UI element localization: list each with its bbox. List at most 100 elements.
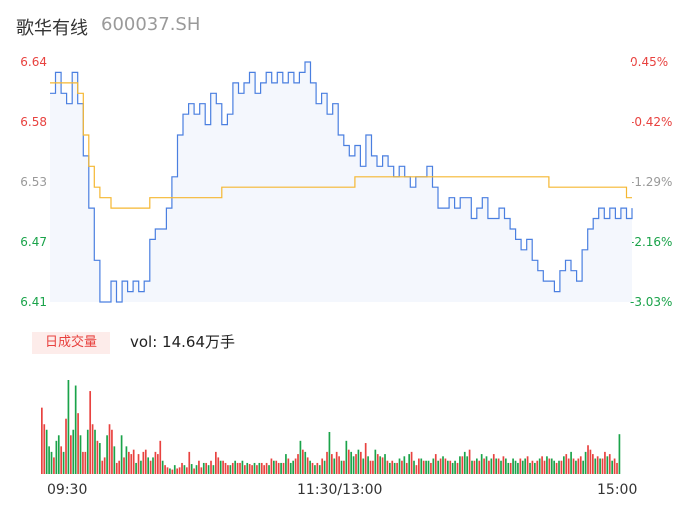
volume-bar [326,451,328,474]
volume-bar [347,449,350,474]
volume-bar [304,451,307,474]
volume-bar [280,462,282,474]
volume-bar [616,462,618,474]
volume-bar [444,458,447,474]
volume-summary: vol: 14.64万手 [130,333,235,351]
volume-bar [314,465,316,474]
volume-bar [507,462,510,474]
volume-bar [567,458,570,474]
volume-bar [79,435,82,474]
volume-bar [224,462,227,474]
volume-bar [420,458,423,474]
volume-bar [572,458,575,474]
volume-bar [166,467,169,474]
volume-bar [123,457,125,474]
volume-bar [169,468,171,474]
volume-bar [434,454,437,474]
volume-bar [186,467,188,474]
volume-bar [546,456,548,474]
volume-bar [77,413,79,474]
volume-bar [282,462,285,474]
volume-bar [538,458,541,474]
volume-bar [437,460,440,474]
volume-bar [601,458,604,474]
pct-label-4: -3.03% [630,295,673,309]
volume-bar [432,458,435,474]
volume-bar [350,451,353,474]
volume-period-tab[interactable]: 日成交量 [32,332,110,354]
volume-bar [94,429,96,474]
volume-bar [234,460,237,474]
volume-bar [509,462,512,474]
volume-bar [263,465,266,474]
volume-bar [302,449,304,474]
price-label-0: 6.64 [20,55,47,69]
volume-bar [505,458,507,474]
volume-bar [343,460,345,474]
volume-bar [130,454,133,474]
volume-bar [459,456,461,474]
volume-bar [190,464,193,474]
volume-bar [268,465,270,474]
volume-bar [415,465,418,474]
volume-bar [405,462,408,474]
volume-bar [195,465,198,474]
volume-bar [260,462,263,474]
volume-bar [553,460,556,474]
volume-bar [137,454,140,474]
volume-bar [219,460,222,474]
volume-bar [514,460,517,474]
volume-bar [309,460,311,474]
price-chart [50,61,633,303]
volume-bar [50,451,53,474]
volume-bar [463,451,466,474]
volume-bar [108,424,111,474]
volume-bar [488,460,490,474]
volume-bar [270,458,273,474]
volume-bar [596,456,599,474]
volume-bar [244,465,246,474]
volume-bar [618,434,621,474]
volume-bar [451,462,454,474]
volume-bar [534,462,536,474]
volume-bar [193,468,195,474]
volume-bar [543,460,546,474]
volume-bar [258,462,261,474]
pct-label-3: -2.16% [630,235,673,249]
volume-bar [473,460,476,474]
volume-bar [333,458,336,474]
volume-bar [558,460,560,474]
volume-bar [480,454,483,474]
volume-bar [323,460,326,474]
volume-bar [379,456,382,474]
volume-bar [45,429,48,474]
volume-bar [468,449,471,474]
volume-bar [164,465,166,474]
volume-bar [608,454,611,474]
volume-bar [248,464,251,474]
volume-bar [222,460,224,474]
volume-bar [587,445,589,474]
volume-bar [331,454,333,474]
volume-bar [599,458,601,474]
volume-bar [500,460,502,474]
volume-bar [171,469,174,474]
volume-bar [246,462,249,474]
volume-bar [67,380,70,474]
volume-bar [582,460,585,474]
price-label-1: 6.58 [20,115,47,129]
volume-bar [183,465,186,474]
volume-bar [408,454,411,474]
volume-bar [318,465,321,474]
volume-bar [364,443,367,474]
volume-bar [374,449,377,474]
volume-bar [550,458,553,474]
volume-bar [497,458,500,474]
volume-bar [555,462,558,474]
volume-bar [449,460,452,474]
volume-bar [536,460,539,474]
volume-bar [570,451,572,474]
volume-bar [72,429,75,474]
volume-bar [287,458,290,474]
volume-bar [265,462,268,474]
